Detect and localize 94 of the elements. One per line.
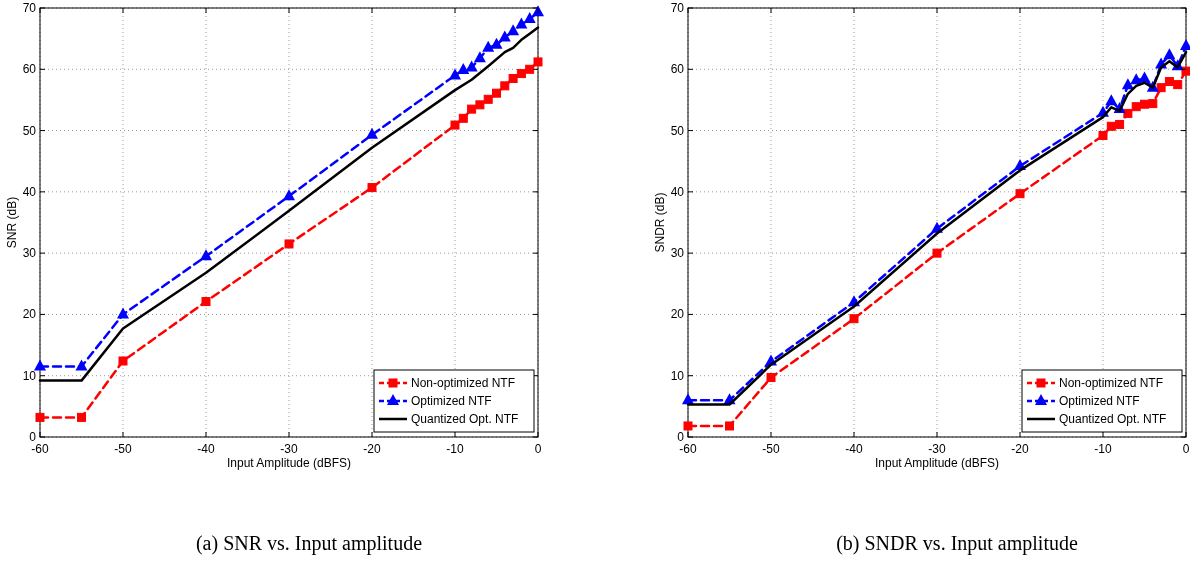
x-tick-label: -10 [446,442,464,456]
point [1156,83,1166,93]
y-tick-label: 60 [670,62,685,77]
text: (b) SNDR vs. Input amplitude [836,532,1078,555]
point [458,113,468,123]
x-axis-title: Input Amplitude (dBFS) [226,456,352,470]
point [1181,66,1190,76]
point [75,359,88,371]
point [508,73,518,83]
y-tick-label: 0 [677,430,685,444]
point [77,412,86,422]
point [118,356,128,366]
x-tick-label: 0 [1182,442,1190,456]
x-tick-label: 0 [534,442,542,456]
point [525,64,535,74]
point [117,307,129,319]
y-tick-label: 10 [670,368,685,383]
point [1140,99,1149,109]
point [492,88,501,98]
point [1163,48,1176,60]
point [483,94,493,104]
point [1164,77,1174,87]
y-tick-label: 50 [670,123,685,138]
y-tick-label: 50 [22,123,37,138]
point [366,127,378,139]
point [515,17,528,29]
point [201,297,211,307]
point [449,68,461,80]
y-tick-label: 30 [22,246,37,261]
point [533,57,543,67]
legend-label: Non-optimized NTF [411,376,516,390]
x-tick-label: -20 [363,442,381,456]
y-tick-label: 10 [22,368,37,383]
point [1121,78,1134,90]
point [1131,102,1141,112]
legend-label: Optimized NTF [411,394,492,408]
point [367,183,377,193]
y-tick-label: 70 [670,1,685,15]
point [473,51,486,63]
y-axis-title: SNR (dB) [5,196,19,249]
legend-label: Quantized Opt. NTF [411,412,519,426]
y-tick-label: 0 [29,430,37,444]
point [457,62,470,74]
point [465,60,478,72]
point [1105,94,1118,106]
text: (a) SNR vs. Input amplitude [195,532,423,555]
y-tick-label: 30 [670,246,685,261]
point [1115,119,1125,129]
point [1148,99,1158,109]
point [507,24,520,36]
point [500,81,510,91]
point [34,359,46,371]
y-tick-label: 20 [22,307,37,322]
y-tick-label: 70 [22,1,37,15]
legend-label: Optimized NTF [1059,394,1140,408]
y-axis-title: SNDR (dB) [653,192,667,253]
point [35,412,45,422]
x-tick-label: -20 [1011,442,1029,456]
point [1173,80,1183,90]
point [1106,121,1116,131]
legend-label: Quantized Opt. NTF [1059,412,1167,426]
point [932,248,942,258]
x-tick-label: -50 [762,442,780,456]
x-tick-label: -40 [845,442,863,456]
point [284,239,294,249]
x-tick-label: -10 [1094,442,1112,456]
point [1098,130,1108,140]
point [467,104,477,114]
x-tick-label: -40 [197,442,215,456]
x-axis-title: Input Amplitude (dBFS) [874,456,1000,470]
y-tick-label: 60 [22,62,37,77]
point [725,421,734,431]
y-tick-label: 40 [670,184,685,199]
point [1123,108,1133,118]
x-tick-label: -50 [114,442,132,456]
x-tick-label: -30 [928,442,946,456]
x-tick-label: -60 [31,442,49,456]
y-tick-label: 20 [670,307,685,322]
point [475,100,485,110]
x-tick-label: -30 [280,442,298,456]
point [683,421,693,431]
point [200,249,212,261]
point [482,40,495,52]
point [523,12,536,24]
point [283,189,295,201]
point [450,120,460,130]
point [849,314,859,324]
legend-label: Non-optimized NTF [1059,376,1164,390]
x-tick-label: -60 [679,442,697,456]
point [516,69,526,79]
point [1015,189,1025,199]
y-tick-label: 40 [22,184,37,199]
point [498,30,511,42]
point [766,373,776,383]
